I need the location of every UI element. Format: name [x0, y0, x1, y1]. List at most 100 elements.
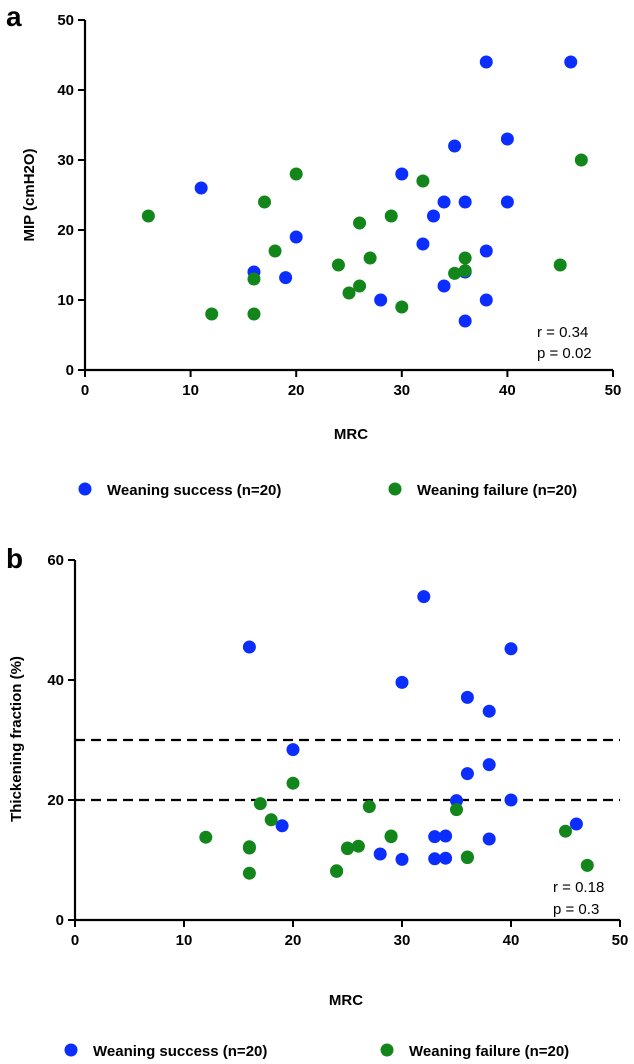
panel-b-legend-failure-marker [380, 1043, 394, 1057]
panel-a-legend: Weaning success (n=20) Weaning failure (… [78, 482, 577, 499]
panel-a-point-success-14 [479, 244, 493, 258]
panel-b-point-failure-5 [286, 776, 300, 790]
panel-b-p-value: p = 0.3 [553, 901, 599, 918]
panel-b-letter: b [6, 543, 23, 574]
panel-b-point-success-9 [450, 794, 463, 808]
panel-a-xtick-label-50: 50 [605, 382, 622, 399]
panel-a-point-failure-9 [353, 279, 367, 293]
panel-a-point-success-3 [289, 230, 303, 244]
panel-a-xtick-label-20: 20 [288, 382, 305, 399]
panel-a-point-failure-19 [458, 264, 472, 278]
panel-a-xtick-label-10: 10 [182, 382, 199, 399]
panel-a-point-success-7 [426, 209, 440, 223]
panel-a-legend-failure-label: Weaning failure (n=20) [417, 482, 577, 499]
panel-a-point-success-16 [479, 55, 493, 69]
panel-a-point-success-6 [416, 237, 430, 251]
panel-b-xtick-label-20: 20 [285, 932, 302, 949]
panel-a-point-failure-3 [247, 307, 261, 321]
panel-b-point-success-3 [373, 847, 387, 861]
panel-b-point-failure-2 [242, 866, 256, 880]
panel-a-p-value: p = 0.02 [537, 345, 592, 362]
panel-b-point-failure-8 [351, 839, 365, 853]
panel-a-point-failure-17 [553, 258, 567, 272]
panel-b-point-success-12 [482, 704, 496, 718]
panel-b-xlabel: MRC [329, 992, 363, 1009]
panel-a-xtick-label-40: 40 [499, 382, 516, 399]
panel-a-point-success-9 [437, 195, 451, 209]
panel-b-xtick-label-10: 10 [176, 932, 193, 949]
panel-b-point-success-0 [242, 640, 256, 654]
panel-b-reference-lines [75, 738, 620, 802]
panel-a-point-success-10 [448, 139, 462, 153]
panel-a-point-failure-18 [574, 153, 588, 167]
panel-b-ytick-label-60: 60 [47, 552, 64, 569]
panel-b-point-failure-13 [559, 824, 572, 838]
panel-a-point-success-15 [479, 293, 493, 307]
panel-a-point-failure-6 [289, 167, 303, 181]
panel-a-point-success-17 [500, 132, 514, 146]
panel-b-point-success-5 [417, 590, 431, 604]
panel-b-point-failure-17 [384, 830, 398, 844]
panel-b-point-success-4 [395, 675, 409, 689]
panel-b-point-failure-9 [362, 800, 376, 814]
panel-a-point-failure-4 [258, 195, 272, 209]
panel-a-point-failure-11 [363, 251, 377, 265]
panel-a-points [141, 55, 588, 328]
panel-b-point-success-15 [504, 642, 518, 656]
panel-a-point-failure-7 [331, 258, 345, 272]
panel-a-point-failure-14 [416, 174, 430, 188]
panel-a-legend-failure-marker [388, 482, 402, 496]
panel-b-point-success-13 [482, 758, 496, 772]
panel-a-xtick-label-30: 30 [393, 382, 410, 399]
panel-a-point-success-13 [458, 314, 472, 328]
panel-a-point-failure-2 [247, 272, 261, 286]
panel-b-point-failure-19 [341, 842, 354, 856]
panel-a-letter: a [6, 1, 22, 32]
panel-b-point-success-1 [275, 819, 289, 833]
panel-a-xtick-label-0: 0 [81, 382, 89, 399]
panel-b-xtick-label-30: 30 [394, 932, 411, 949]
panel-b-point-failure-14 [580, 858, 594, 872]
panel-b-legend-success-marker [64, 1043, 78, 1057]
panel-b-ytick-label-20: 20 [47, 792, 64, 809]
panel-a-ytick-label-40: 40 [57, 82, 74, 99]
panel-b-point-failure-3 [253, 797, 267, 811]
panel-a-ytick-label-50: 50 [57, 12, 74, 29]
panel-a-r-value: r = 0.34 [537, 324, 588, 341]
panel-a-point-failure-13 [395, 300, 409, 314]
panel-a-ylabel: MIP (cmH2O) [21, 148, 38, 241]
panel-b-ytick-label-0: 0 [56, 912, 64, 929]
panel-b-point-success-19 [428, 830, 442, 844]
panel-a-ytick-label-20: 20 [57, 222, 74, 239]
panel-a-point-failure-12 [384, 209, 398, 223]
panel-b-legend-success-label: Weaning success (n=20) [93, 1043, 267, 1060]
panel-a-point-success-4 [374, 293, 388, 307]
panel-b-legend-failure-label: Weaning failure (n=20) [409, 1043, 569, 1060]
panel-b-ytick-label-40: 40 [47, 672, 64, 689]
panel-a-point-success-5 [395, 167, 409, 181]
panel-a-point-success-2 [279, 271, 293, 285]
panel-b-r-value: r = 0.18 [553, 879, 604, 896]
panel-b-point-failure-0 [199, 830, 213, 844]
panel-a-point-success-19 [564, 55, 578, 69]
panel-b-point-failure-4 [264, 813, 278, 827]
panel-a-point-success-18 [500, 195, 514, 209]
panel-b: b 0 20 40 60 0 10 20 30 40 50 MRC Thickening frac… [6, 543, 628, 1060]
panel-b-point-success-7 [439, 851, 453, 865]
panel-b-xtick-label-40: 40 [503, 932, 520, 949]
panel-a-legend-success-label: Weaning success (n=20) [107, 482, 281, 499]
panel-a-point-failure-15 [448, 266, 462, 280]
panel-b-point-success-18 [395, 852, 409, 866]
panel-a-point-success-11 [458, 195, 472, 209]
panel-a-point-failure-5 [268, 244, 282, 258]
panel-b-ylabel: Thickening fraction (%) [8, 656, 25, 822]
panel-b-points [199, 590, 594, 880]
panel-b-point-failure-16 [330, 864, 344, 878]
panel-b-point-success-8 [439, 829, 453, 843]
panel-a-point-failure-1 [205, 307, 219, 321]
panel-b-point-success-6 [428, 852, 442, 866]
panel-a-point-failure-0 [141, 209, 155, 223]
panel-a: a 0 10 20 30 40 50 0 10 20 30 40 50 MRC MIP (cmH2O)… [6, 1, 621, 499]
panel-b-point-failure-11 [450, 803, 463, 817]
